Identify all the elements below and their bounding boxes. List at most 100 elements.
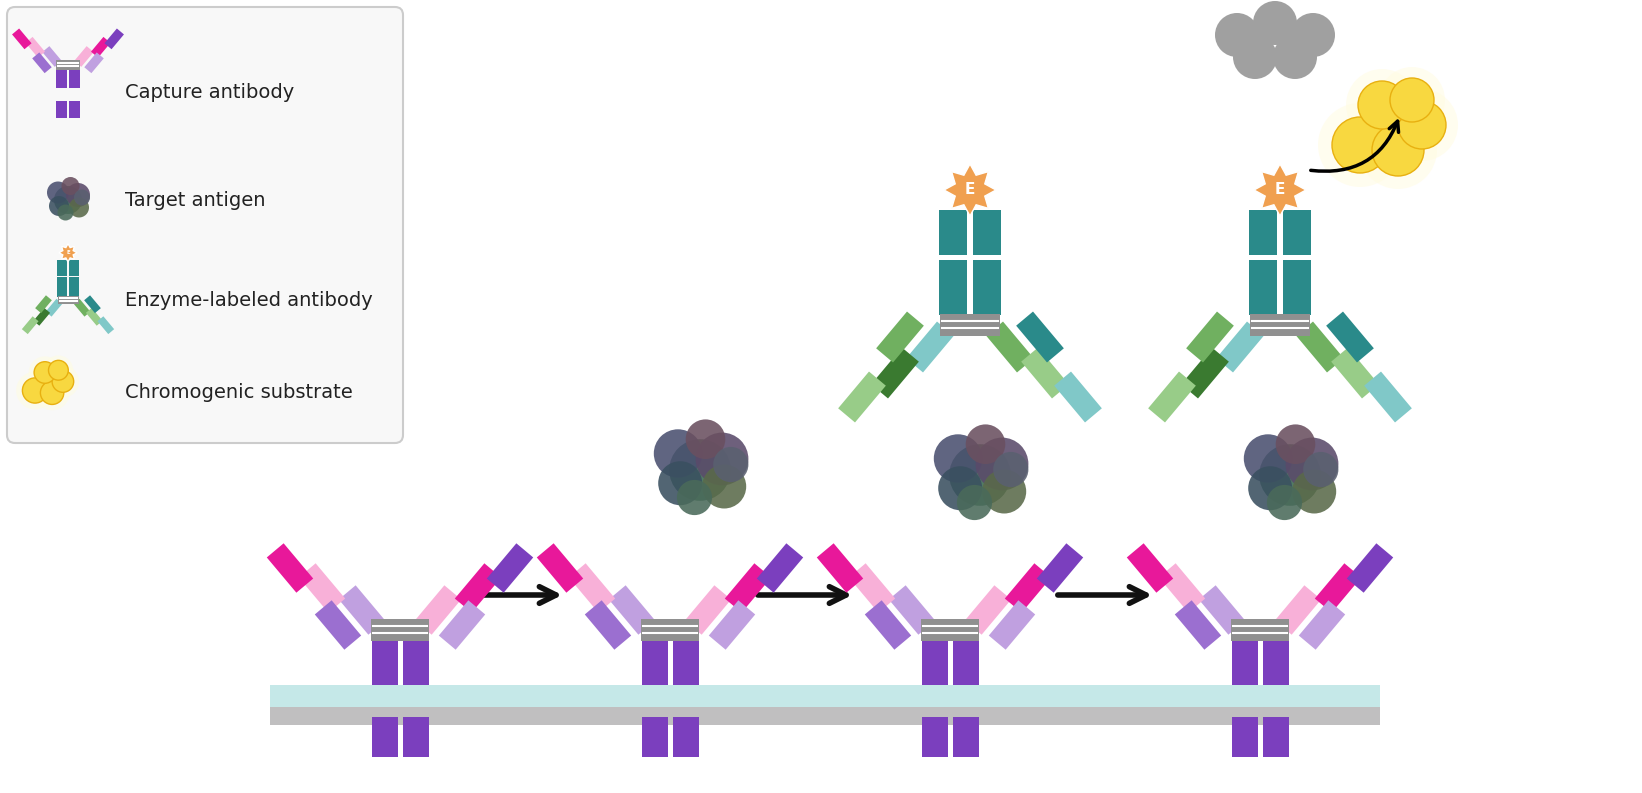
Circle shape <box>1291 13 1335 57</box>
Bar <box>1021 347 1069 398</box>
Bar <box>438 600 484 649</box>
Circle shape <box>696 433 749 485</box>
Bar <box>269 707 540 725</box>
Circle shape <box>1379 67 1445 133</box>
Bar <box>865 600 911 649</box>
Text: Enzyme-labeled antibody: Enzyme-labeled antibody <box>125 290 373 309</box>
Circle shape <box>1233 35 1277 79</box>
Bar <box>1282 260 1310 315</box>
Circle shape <box>670 439 731 501</box>
Circle shape <box>54 186 82 214</box>
Bar <box>1174 600 1222 649</box>
Bar <box>57 278 67 297</box>
Circle shape <box>1253 1 1297 45</box>
Bar <box>1232 619 1289 641</box>
Bar <box>1100 707 1379 725</box>
Bar <box>906 321 954 373</box>
Text: E: E <box>66 251 71 255</box>
Bar <box>1263 717 1289 757</box>
Circle shape <box>1248 466 1292 510</box>
Circle shape <box>965 424 1005 464</box>
Bar <box>609 585 655 634</box>
Bar <box>1100 685 1379 707</box>
Bar <box>84 295 100 313</box>
Circle shape <box>34 362 56 383</box>
Bar <box>642 717 668 757</box>
Bar <box>952 717 979 757</box>
Bar <box>85 308 102 326</box>
Bar <box>540 685 810 707</box>
Bar <box>1148 372 1195 423</box>
Circle shape <box>949 444 1011 506</box>
Circle shape <box>677 480 713 515</box>
Bar <box>939 210 967 255</box>
Bar <box>56 60 80 70</box>
Text: Target antigen: Target antigen <box>125 190 266 209</box>
Circle shape <box>1243 435 1292 483</box>
Circle shape <box>1273 35 1317 79</box>
Bar <box>724 563 772 613</box>
Bar <box>1126 543 1174 592</box>
Bar <box>1365 372 1412 423</box>
Bar <box>56 102 67 118</box>
Circle shape <box>1373 124 1424 176</box>
FancyBboxPatch shape <box>7 7 402 443</box>
Bar <box>1232 717 1258 757</box>
Bar <box>757 543 803 592</box>
Bar <box>540 707 810 725</box>
Bar <box>837 372 885 423</box>
Circle shape <box>1391 78 1433 122</box>
Bar <box>810 707 1100 725</box>
Circle shape <box>713 447 749 482</box>
Bar <box>371 630 397 685</box>
Bar <box>1263 630 1289 685</box>
Circle shape <box>1276 424 1315 464</box>
Bar <box>987 321 1034 373</box>
Bar <box>872 347 920 398</box>
Circle shape <box>1319 103 1402 187</box>
Bar <box>1232 630 1258 685</box>
Text: E: E <box>1274 182 1286 197</box>
Circle shape <box>658 462 703 505</box>
Bar <box>673 717 698 757</box>
Circle shape <box>57 205 74 220</box>
Bar <box>974 210 1002 255</box>
Bar <box>1296 321 1343 373</box>
Bar <box>46 299 62 316</box>
Circle shape <box>1286 438 1338 490</box>
Bar <box>1274 585 1322 634</box>
Bar <box>1315 563 1361 613</box>
Bar <box>21 316 38 334</box>
Circle shape <box>1304 452 1338 487</box>
Polygon shape <box>944 164 997 216</box>
Bar <box>33 308 51 326</box>
Bar <box>1250 210 1277 255</box>
Bar <box>877 312 924 362</box>
Bar <box>1346 543 1392 592</box>
Circle shape <box>993 452 1028 487</box>
Bar <box>57 260 67 275</box>
Bar <box>642 630 668 685</box>
Circle shape <box>1386 89 1458 161</box>
Bar <box>939 260 967 315</box>
Circle shape <box>975 438 1028 490</box>
Circle shape <box>1346 69 1419 141</box>
Bar <box>43 46 62 67</box>
Bar <box>673 630 698 685</box>
Circle shape <box>654 429 703 477</box>
Circle shape <box>982 469 1026 514</box>
Polygon shape <box>59 243 77 262</box>
Bar <box>585 600 631 649</box>
Circle shape <box>48 182 69 204</box>
Circle shape <box>703 465 745 508</box>
Circle shape <box>41 381 64 404</box>
Circle shape <box>66 183 90 207</box>
Bar <box>1299 600 1345 649</box>
Bar <box>810 685 1100 707</box>
Bar <box>299 563 345 613</box>
Bar <box>74 299 90 316</box>
Circle shape <box>16 372 54 409</box>
Bar <box>1181 347 1228 398</box>
Circle shape <box>686 419 726 459</box>
Bar <box>415 585 461 634</box>
